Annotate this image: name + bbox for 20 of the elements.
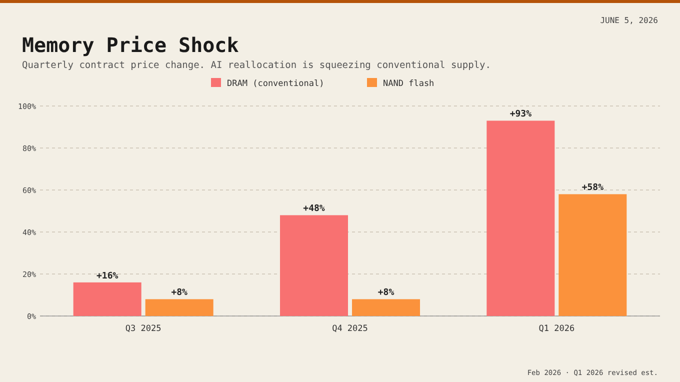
- text: JUNE 5, 2026: [600, 16, 658, 25]
- data-label: +8%: [171, 288, 188, 298]
- data-label: +58%: [582, 183, 604, 194]
- data-label: +48%: [303, 204, 326, 214]
- bar: [352, 299, 420, 316]
- data-label: +93%: [510, 110, 532, 120]
- bar: [558, 194, 627, 316]
- x-tick-label: Q3 2025: [125, 324, 162, 334]
- legend-label: DRAM (conventional): [227, 79, 324, 89]
- data-label: +8%: [378, 288, 395, 298]
- bar: [145, 299, 214, 316]
- x-tick-label: Q1 2026: [538, 324, 575, 334]
- bar: [486, 120, 555, 316]
- chart-title: Memory Price Shock: [22, 33, 239, 57]
- chart-subtitle: Quarterly contract price change. AI reallocation is squeezing conventional supply.: [22, 60, 491, 71]
- legend-label: NAND flash: [383, 79, 434, 89]
- x-tick-label: Q4 2025: [332, 324, 368, 334]
- bar: [73, 282, 142, 316]
- data-label: +16%: [96, 271, 119, 282]
- bar: [280, 215, 348, 316]
